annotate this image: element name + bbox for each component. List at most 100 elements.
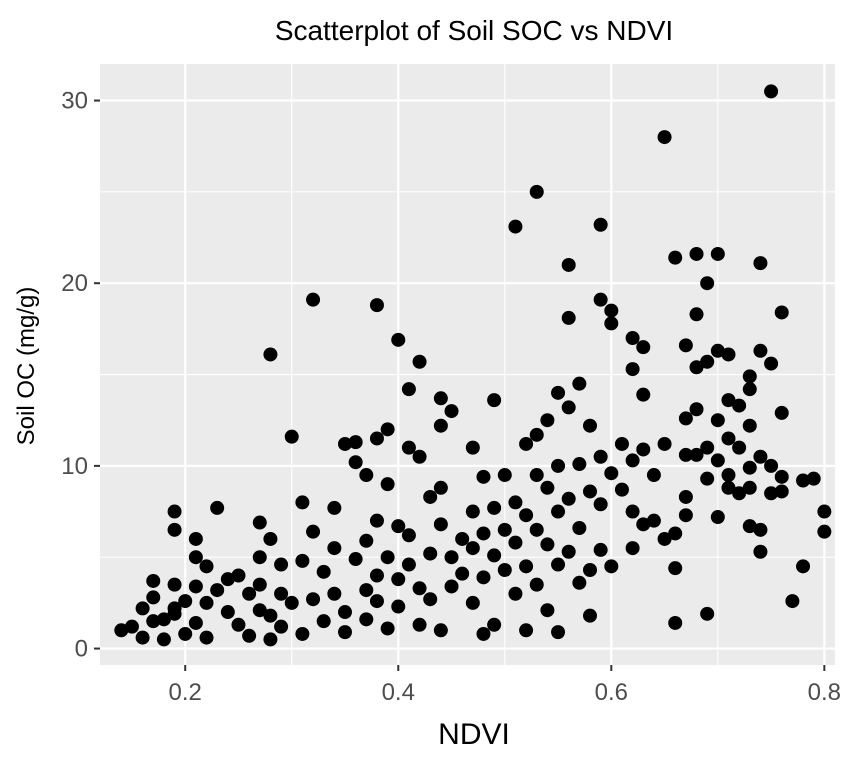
data-point bbox=[614, 436, 629, 451]
data-point bbox=[295, 495, 310, 510]
data-point bbox=[156, 612, 171, 627]
y-tick-label: 20 bbox=[61, 270, 88, 297]
x-tick-label: 0.4 bbox=[382, 679, 415, 706]
data-point bbox=[572, 575, 587, 590]
data-point bbox=[465, 595, 480, 610]
data-point bbox=[561, 257, 576, 272]
data-points bbox=[114, 84, 832, 647]
data-point bbox=[444, 579, 459, 594]
data-point bbox=[263, 347, 278, 362]
data-point bbox=[689, 246, 704, 261]
data-point bbox=[689, 402, 704, 417]
data-point bbox=[593, 217, 608, 232]
data-point bbox=[753, 256, 768, 271]
data-point bbox=[572, 520, 587, 535]
data-point bbox=[764, 356, 779, 371]
data-point bbox=[263, 531, 278, 546]
data-point bbox=[561, 310, 576, 325]
data-point bbox=[487, 548, 502, 563]
data-point bbox=[561, 491, 576, 506]
data-point bbox=[231, 568, 246, 583]
data-point bbox=[636, 340, 651, 355]
data-point bbox=[338, 436, 352, 451]
data-point bbox=[753, 343, 768, 358]
data-point bbox=[774, 469, 789, 484]
data-point bbox=[359, 533, 374, 548]
data-point bbox=[369, 513, 384, 528]
data-point bbox=[412, 449, 427, 464]
data-point bbox=[156, 632, 171, 647]
data-point bbox=[167, 504, 182, 519]
data-point bbox=[465, 541, 480, 556]
data-point bbox=[742, 460, 757, 475]
x-axis-title: NDVI bbox=[438, 718, 510, 751]
data-point bbox=[508, 535, 523, 550]
data-point bbox=[646, 513, 661, 528]
data-point bbox=[231, 617, 246, 632]
data-point bbox=[593, 542, 608, 557]
data-point bbox=[167, 522, 182, 537]
data-point bbox=[689, 360, 704, 375]
data-point bbox=[753, 544, 768, 559]
data-point bbox=[753, 449, 768, 464]
data-point bbox=[732, 486, 747, 501]
data-point bbox=[572, 457, 587, 472]
data-point bbox=[721, 393, 736, 408]
data-point bbox=[380, 550, 395, 565]
data-point bbox=[540, 480, 555, 495]
data-point bbox=[433, 418, 448, 433]
data-point bbox=[721, 347, 736, 362]
data-point bbox=[700, 471, 715, 486]
data-point bbox=[135, 630, 150, 645]
data-point bbox=[551, 458, 566, 473]
data-point bbox=[369, 568, 384, 583]
data-point bbox=[561, 400, 576, 415]
data-point bbox=[668, 615, 683, 630]
data-point bbox=[391, 332, 406, 347]
data-point bbox=[593, 292, 608, 307]
grid-lines bbox=[100, 64, 835, 665]
data-point bbox=[188, 550, 203, 565]
data-point bbox=[508, 219, 523, 234]
data-point bbox=[348, 455, 363, 470]
data-point bbox=[742, 369, 757, 384]
data-point bbox=[657, 130, 672, 145]
data-point bbox=[433, 623, 448, 638]
data-point bbox=[529, 427, 544, 442]
data-point bbox=[476, 526, 491, 541]
data-point bbox=[732, 440, 747, 455]
data-point bbox=[114, 623, 129, 638]
data-point bbox=[668, 250, 683, 265]
data-point bbox=[540, 413, 555, 428]
data-point bbox=[636, 517, 651, 532]
data-point bbox=[614, 482, 629, 497]
data-point bbox=[540, 537, 555, 552]
data-point bbox=[391, 599, 406, 614]
data-point bbox=[604, 316, 619, 331]
data-point bbox=[433, 517, 448, 532]
data-point bbox=[636, 387, 651, 402]
data-point bbox=[732, 398, 747, 413]
data-point bbox=[551, 385, 566, 400]
data-point bbox=[796, 473, 811, 488]
data-point bbox=[252, 577, 267, 592]
data-point bbox=[306, 592, 321, 607]
data-point bbox=[625, 504, 640, 519]
data-point bbox=[710, 343, 725, 358]
data-point bbox=[476, 570, 491, 585]
data-point bbox=[242, 628, 257, 643]
data-point bbox=[380, 477, 395, 492]
data-point bbox=[551, 504, 566, 519]
data-point bbox=[359, 612, 374, 627]
data-point bbox=[433, 480, 448, 495]
data-point bbox=[678, 508, 693, 523]
data-point bbox=[710, 510, 725, 525]
data-point bbox=[369, 431, 384, 446]
data-point bbox=[604, 559, 619, 574]
data-point bbox=[274, 619, 289, 634]
data-point bbox=[497, 522, 512, 537]
data-point bbox=[135, 601, 150, 616]
data-point bbox=[774, 484, 789, 499]
y-tick-label: 30 bbox=[61, 88, 88, 115]
